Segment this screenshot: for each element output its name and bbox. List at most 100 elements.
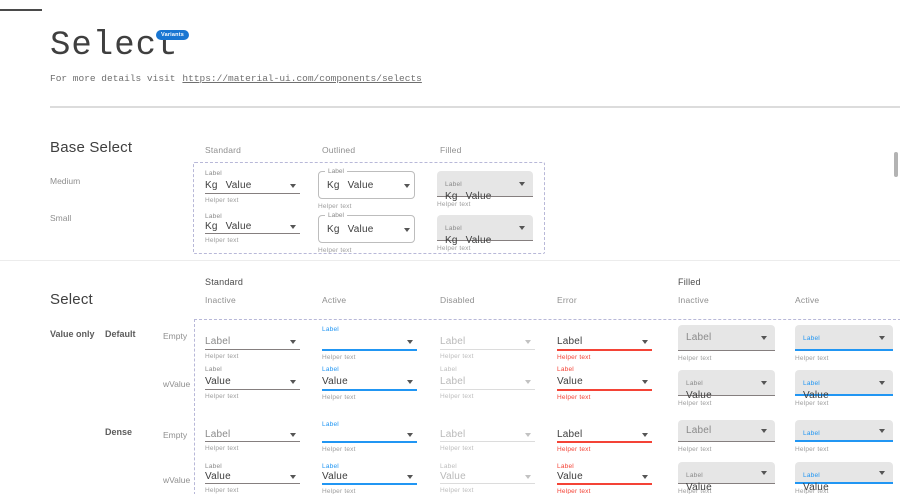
select-field[interactable]: Value bbox=[557, 470, 652, 485]
select-standard-dense-active-wvalue[interactable]: Label Value Helper text bbox=[322, 463, 417, 494]
select-field[interactable]: Label Kg Value bbox=[437, 215, 533, 246]
select-field[interactable]: Kg Value bbox=[205, 178, 300, 194]
row-label-wvalue: wValue bbox=[163, 475, 191, 485]
row-group-dense: Dense bbox=[105, 427, 133, 437]
select-filled-dense-inactive-empty[interactable]: Label Helper text bbox=[678, 420, 775, 453]
select-floating-label: Label bbox=[322, 463, 339, 470]
component-frame bbox=[194, 319, 900, 494]
select-floating-label: Label bbox=[322, 421, 339, 428]
select-filled-active-wvalue[interactable]: Label Value Helper text bbox=[795, 370, 893, 407]
dropdown-arrow-icon bbox=[761, 429, 767, 433]
base-select-filled-medium[interactable]: Label Kg Value Helper text bbox=[437, 171, 533, 208]
dropdown-arrow-icon bbox=[404, 227, 410, 232]
select-standard-dense-error-wvalue[interactable]: Label Value Helper text bbox=[557, 463, 652, 494]
helper-text: Helper text bbox=[322, 488, 356, 494]
select-standard-error-wvalue[interactable]: Label Value Helper text bbox=[557, 365, 652, 401]
base-select-outlined-small[interactable]: Label Kg Value Helper text bbox=[318, 212, 415, 254]
select-field[interactable]: Label bbox=[678, 420, 775, 442]
select-standard-active-empty[interactable]: Label Helper text bbox=[322, 325, 417, 361]
select-field[interactable]: Label bbox=[557, 334, 652, 351]
select-field[interactable]: Label bbox=[678, 325, 775, 351]
select-placeholder: Label bbox=[686, 424, 712, 436]
row-label-empty: Empty bbox=[163, 331, 188, 341]
select-standard-inactive-empty[interactable]: Label Helper text bbox=[205, 325, 300, 360]
select-field[interactable]: Label Value bbox=[678, 462, 775, 493]
select-value: Label bbox=[440, 376, 466, 387]
select-field[interactable]: Label bbox=[205, 334, 300, 350]
dropdown-arrow-icon bbox=[290, 225, 296, 229]
dropdown-arrow-icon bbox=[525, 433, 531, 437]
select-field[interactable]: Kg Value bbox=[205, 220, 300, 234]
select-value: Value bbox=[803, 390, 829, 401]
group-header-filled: Filled bbox=[678, 277, 701, 287]
select-prefix: Kg bbox=[445, 191, 458, 202]
select-value: Kg Value bbox=[445, 191, 525, 203]
select-standard-dense-disabled-wvalue: Label Value Helper text bbox=[440, 463, 535, 494]
dropdown-arrow-icon bbox=[290, 475, 296, 479]
select-filled-dense-active-empty[interactable]: Label Helper text bbox=[795, 420, 893, 453]
select-floating-label: Label bbox=[686, 472, 703, 479]
select-standard-dense-error-empty[interactable]: Label Helper text bbox=[557, 421, 652, 453]
select-floating-label: Label bbox=[205, 213, 222, 220]
select-prefix: Kg bbox=[327, 223, 340, 235]
base-select-outlined-medium[interactable]: Label Kg Value Helper text bbox=[318, 168, 415, 210]
select-filled-dense-active-wvalue[interactable]: Label Value Helper text bbox=[795, 462, 893, 494]
select-field: Label bbox=[440, 374, 535, 390]
select-field[interactable] bbox=[322, 428, 417, 443]
select-floating-label: Label bbox=[557, 366, 574, 373]
select-field[interactable]: Value bbox=[205, 470, 300, 484]
state-header-filled-active: Active bbox=[795, 295, 820, 305]
select-standard-dense-active-empty[interactable]: Label Helper text bbox=[322, 421, 417, 453]
select-value: Value bbox=[205, 376, 231, 387]
select-floating-label: Label bbox=[205, 170, 222, 177]
material-ui-link[interactable]: https://material-ui.com/components/selec… bbox=[182, 73, 422, 84]
select-standard-inactive-wvalue[interactable]: Label Value Helper text bbox=[205, 365, 300, 400]
component-frame bbox=[193, 162, 545, 254]
select-field[interactable]: Label bbox=[795, 420, 893, 442]
select-standard-dense-inactive-empty[interactable]: Label Helper text bbox=[205, 421, 300, 452]
base-select-filled-small[interactable]: Label Kg Value Helper text bbox=[437, 215, 533, 252]
select-field[interactable]: Label Value bbox=[795, 462, 893, 493]
select-floating-label: Label bbox=[440, 366, 457, 373]
select-field[interactable]: Label bbox=[795, 325, 893, 351]
select-standard-active-wvalue[interactable]: Label Value Helper text bbox=[322, 365, 417, 401]
select-filled-dense-inactive-wvalue[interactable]: Label Value Helper text bbox=[678, 462, 775, 494]
select-value: Kg Value bbox=[205, 180, 251, 191]
select-field[interactable]: Value bbox=[322, 470, 417, 485]
select-field[interactable] bbox=[322, 334, 417, 351]
dropdown-arrow-icon bbox=[407, 380, 413, 384]
select-floating-label: Label bbox=[205, 366, 222, 373]
select-value: Label bbox=[557, 429, 583, 440]
vertical-scrollbar-thumb[interactable] bbox=[894, 152, 898, 177]
select-placeholder: Label bbox=[440, 429, 466, 440]
dropdown-arrow-icon bbox=[761, 381, 767, 385]
base-select-standard-small[interactable]: Label Kg Value Helper text bbox=[205, 213, 300, 244]
select-field[interactable]: Label Value bbox=[678, 370, 775, 401]
dropdown-arrow-icon bbox=[519, 182, 525, 186]
base-select-standard-medium[interactable]: Label Kg Value Helper text bbox=[205, 169, 300, 204]
select-standard-dense-inactive-wvalue[interactable]: Label Value Helper text bbox=[205, 463, 300, 494]
select-filled-active-empty[interactable]: Label Helper text bbox=[795, 325, 893, 362]
dropdown-arrow-icon bbox=[642, 475, 648, 479]
select-standard-disabled-wvalue: Label Label Helper text bbox=[440, 365, 535, 400]
select-field[interactable]: Value bbox=[205, 374, 300, 390]
select-filled-inactive-wvalue[interactable]: Label Value Helper text bbox=[678, 370, 775, 407]
select-field[interactable]: Label Value bbox=[795, 370, 893, 401]
select-value-text: Value bbox=[225, 221, 252, 232]
select-field[interactable]: Label bbox=[557, 428, 652, 443]
select-field[interactable]: Value bbox=[557, 374, 652, 391]
dropdown-arrow-icon bbox=[407, 340, 413, 344]
select-field[interactable]: Label Kg Value bbox=[318, 168, 415, 199]
select-floating-label: Label bbox=[322, 366, 339, 373]
select-standard-error-empty[interactable]: Label Helper text bbox=[557, 325, 652, 361]
select-field[interactable]: Value bbox=[322, 374, 417, 391]
select-field: Value bbox=[440, 470, 535, 484]
helper-text: Helper text bbox=[795, 400, 829, 407]
dropdown-arrow-icon bbox=[642, 340, 648, 344]
dropdown-arrow-icon bbox=[761, 336, 767, 340]
select-field[interactable]: Label Kg Value bbox=[437, 171, 533, 202]
select-filled-inactive-empty[interactable]: Label Helper text bbox=[678, 325, 775, 362]
select-field[interactable]: Label bbox=[205, 428, 300, 442]
select-field[interactable]: Label Kg Value bbox=[318, 212, 415, 243]
dropdown-arrow-icon bbox=[642, 380, 648, 384]
